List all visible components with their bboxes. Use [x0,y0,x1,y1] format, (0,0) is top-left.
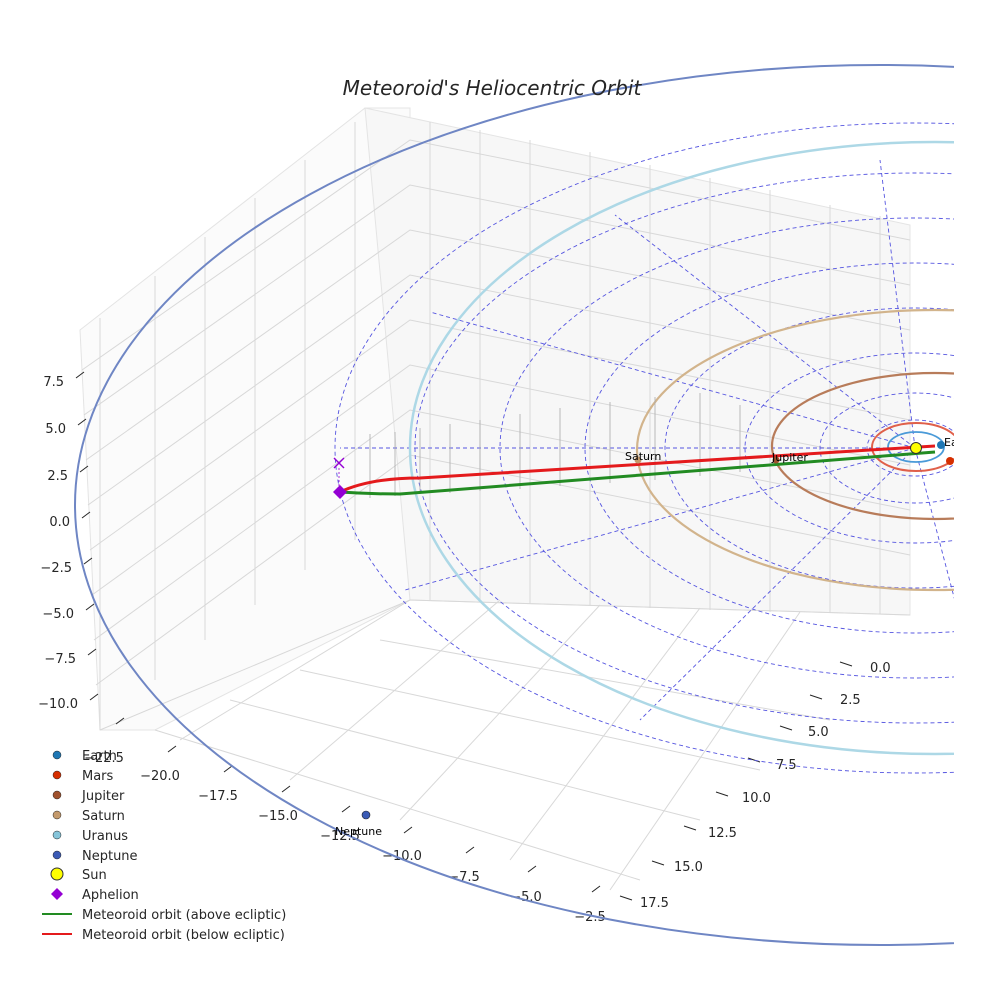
saturn-orbit [635,308,954,592]
legend-mars-icon [52,770,62,780]
legend-saturn-icon [52,810,62,820]
y-tick-label: 2.5 [840,693,861,708]
earth-label: Earth [944,436,974,449]
jupiter-orbit [770,371,954,521]
x-tick-label: −5.0 [510,890,542,905]
legend-sun-text: Sun [82,868,107,883]
z-tick-label: 7.5 [43,375,64,390]
y-tick-label: 7.5 [776,758,797,773]
axis-ticks [75,371,853,901]
legend-neptune-text: Neptune [82,849,138,864]
neptune-orbit [74,64,954,946]
z-tick-label: −5.0 [42,607,74,622]
ecliptic-grid [334,122,954,774]
sun-marker [910,442,922,454]
mars-orbit [871,422,954,472]
x-tick-label: −15.0 [258,809,298,824]
saturn-label: Saturn [625,450,661,463]
z-tick-label: −7.5 [44,652,76,667]
drop-lines [369,393,741,498]
z-tick-label: 5.0 [45,422,66,437]
y-tick-labels: 0.0 2.5 5.0 7.5 10.0 12.5 15.0 17.5 [640,661,891,911]
y-tick-label: 5.0 [808,725,829,740]
legend-uranus-icon [52,830,62,840]
y-tick-label: 10.0 [742,791,771,806]
legend-saturn-text: Saturn [82,809,125,824]
legend-jupiter-icon [52,790,62,800]
x-tick-label: −20.0 [140,769,180,784]
saturn-marker [634,456,642,464]
y-tick-label: 12.5 [708,826,737,841]
legend-below-text: Meteoroid orbit (below ecliptic) [82,928,285,943]
y-tick-label: 17.5 [640,896,669,911]
z-tick-labels: 7.5 5.0 2.5 0.0 −2.5 −5.0 −7.5 −10.0 [38,375,78,712]
mars-label: Mar [955,453,976,466]
neptune-label: Neptune [335,825,382,838]
x-tick-label: −10.0 [382,849,422,864]
z-tick-label: 2.5 [47,469,68,484]
z-tick-label: 0.0 [49,515,70,530]
y-tick-label: 0.0 [870,661,891,676]
legend-sun-icon [50,867,64,881]
legend: Earth Mars Jupiter Saturn Uranus Neptune… [42,749,286,943]
z-tick-label: −10.0 [38,697,78,712]
x-tick-label: −17.5 [198,789,238,804]
x-tick-labels: −22.5 −20.0 −17.5 −15.0 −12.5 −10.0 −7.5… [84,751,606,925]
x-tick-label: −22.5 [84,751,124,766]
y-tick-label: 15.0 [674,860,703,875]
earth-marker [937,441,945,449]
neptune-marker [361,810,371,820]
legend-earth-icon [52,750,62,760]
legend-aphelion-text: Aphelion [82,888,139,903]
uranus-orbit [408,140,954,756]
legend-earth-text: Earth [82,749,117,764]
legend-uranus-text: Uranus [82,829,128,844]
axes-grid [79,107,911,891]
chart-title: Meteoroid's Heliocentric Orbit [343,76,643,100]
x-tick-label: −7.5 [448,870,480,885]
jupiter-label: Jupiter [771,451,808,464]
legend-jupiter-text: Jupiter [81,789,125,804]
legend-above-text: Meteoroid orbit (above ecliptic) [82,908,286,923]
legend-mars-text: Mars [82,769,114,784]
mars-marker [946,457,954,465]
legend-neptune-icon [52,850,62,860]
z-tick-label: −2.5 [40,561,72,576]
meteoroid-orbit-below [339,444,936,494]
x-tick-label: −12.5 [320,829,360,844]
aphelion-x-marker [333,457,345,469]
legend-aphelion-icon [51,888,63,900]
aphelion-marker [333,485,347,499]
jupiter-marker [772,456,780,464]
